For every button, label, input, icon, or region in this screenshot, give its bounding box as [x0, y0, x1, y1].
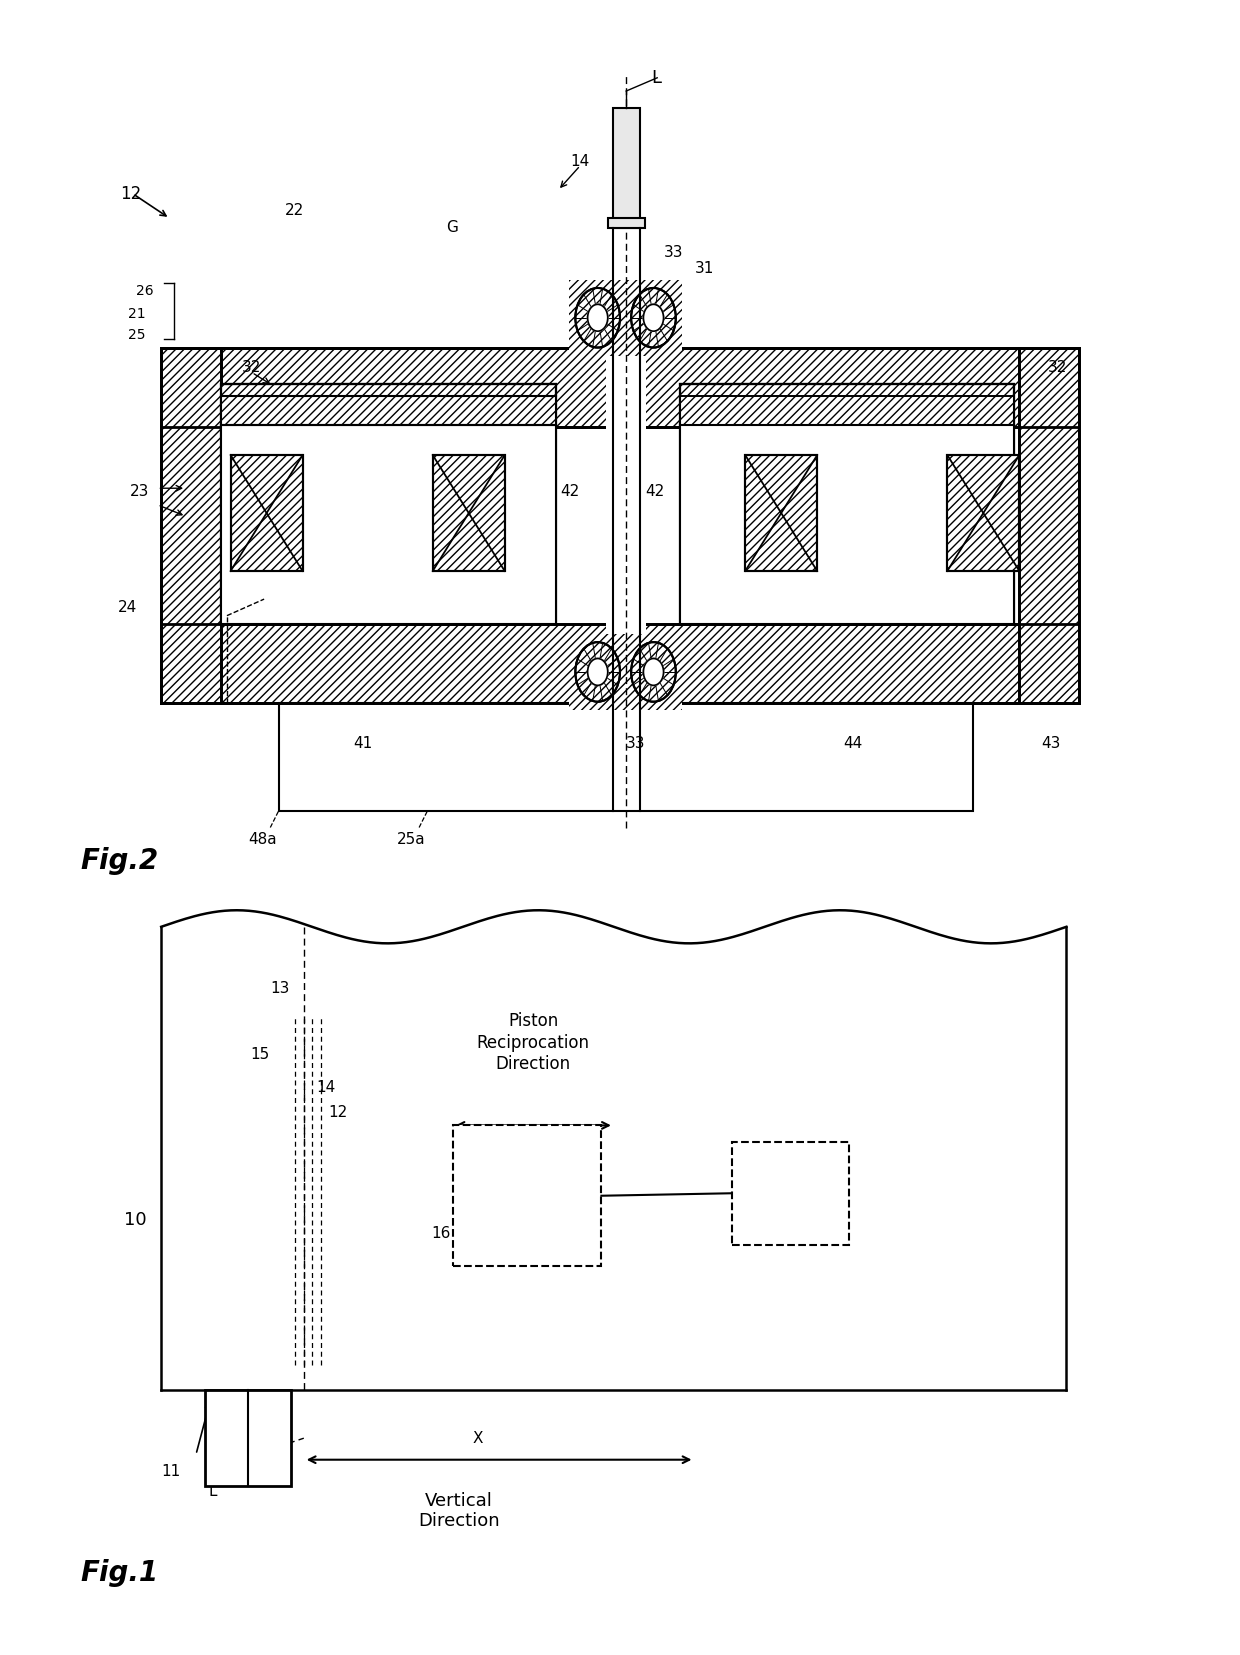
Bar: [947, 455, 1019, 571]
Bar: [680, 425, 1014, 624]
Text: 24: 24: [118, 601, 138, 616]
Text: X: X: [472, 1432, 482, 1446]
Bar: [433, 455, 505, 571]
Text: 44: 44: [843, 736, 863, 751]
Bar: [161, 624, 1079, 703]
Text: 42: 42: [645, 485, 665, 500]
Bar: [231, 455, 303, 571]
Bar: [205, 1390, 291, 1486]
Text: 23: 23: [130, 485, 150, 500]
Text: 25a: 25a: [397, 832, 425, 847]
Text: Direction: Direction: [496, 1056, 570, 1072]
Bar: [569, 280, 682, 356]
Text: 43: 43: [1042, 736, 1061, 751]
Bar: [947, 455, 1019, 571]
Circle shape: [588, 659, 608, 685]
Bar: [569, 634, 682, 710]
Bar: [221, 396, 556, 425]
Circle shape: [588, 305, 608, 331]
Bar: [161, 348, 1079, 427]
Bar: [1019, 348, 1079, 703]
Text: 11: 11: [161, 1465, 181, 1480]
Text: 10: 10: [124, 1211, 146, 1228]
Text: L: L: [651, 70, 661, 86]
Bar: [161, 348, 1079, 703]
Bar: [231, 455, 303, 571]
Text: 32: 32: [1048, 361, 1068, 376]
Text: G: G: [446, 220, 459, 235]
Text: 32: 32: [242, 361, 262, 376]
Text: 31: 31: [694, 261, 714, 276]
Bar: [680, 396, 1014, 425]
Circle shape: [644, 659, 663, 685]
Text: 12: 12: [329, 1106, 348, 1120]
Bar: [221, 396, 556, 425]
Bar: [161, 348, 221, 703]
Bar: [680, 384, 1014, 624]
Text: 48a: 48a: [248, 832, 277, 847]
Text: L: L: [208, 1485, 217, 1499]
Text: 25: 25: [128, 328, 145, 343]
Bar: [732, 1142, 849, 1245]
Text: 42: 42: [560, 485, 580, 500]
Bar: [745, 455, 817, 571]
Bar: [279, 703, 973, 811]
Text: Reciprocation: Reciprocation: [476, 1034, 590, 1051]
Bar: [680, 396, 1014, 425]
Text: 13: 13: [270, 981, 290, 996]
Bar: [221, 384, 556, 624]
Text: Fig.2: Fig.2: [81, 847, 159, 875]
Text: 33: 33: [663, 245, 683, 260]
Bar: [606, 348, 646, 703]
Text: 22: 22: [285, 204, 305, 218]
Text: 14: 14: [570, 154, 590, 169]
Text: Piston: Piston: [508, 1013, 558, 1029]
Bar: [221, 384, 556, 624]
Bar: [613, 108, 640, 228]
Bar: [161, 348, 1079, 427]
Text: 12: 12: [120, 185, 141, 202]
Bar: [1019, 348, 1079, 703]
Bar: [161, 348, 221, 703]
Bar: [680, 384, 1014, 624]
Bar: [433, 455, 505, 571]
Bar: [569, 280, 682, 356]
Bar: [745, 455, 817, 571]
Text: 15: 15: [250, 1048, 270, 1063]
Bar: [221, 384, 556, 624]
Text: 14: 14: [316, 1081, 336, 1096]
Text: 26: 26: [136, 283, 154, 298]
Text: 16: 16: [432, 1226, 451, 1241]
Bar: [453, 1125, 601, 1266]
Text: 41: 41: [353, 736, 373, 751]
Bar: [680, 384, 1014, 624]
Bar: [569, 634, 682, 710]
Circle shape: [644, 305, 663, 331]
Text: 90: 90: [744, 1215, 766, 1231]
Bar: [161, 624, 1079, 703]
Bar: [221, 425, 556, 624]
Text: Direction: Direction: [418, 1513, 500, 1529]
Text: Fig.1: Fig.1: [81, 1559, 159, 1587]
Bar: [608, 218, 645, 228]
Text: Vertical: Vertical: [425, 1493, 492, 1509]
Text: 21: 21: [128, 306, 145, 321]
Text: 33: 33: [626, 736, 646, 751]
